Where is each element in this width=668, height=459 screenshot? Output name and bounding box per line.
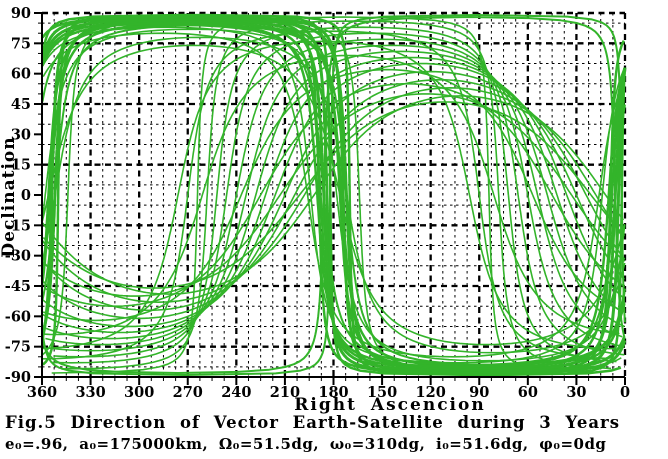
satellite-trace: [546, 194, 625, 328]
y-tick-label: -90: [5, 369, 31, 386]
satellite-trace: [42, 30, 481, 360]
y-tick-label: 30: [11, 126, 31, 143]
x-tick-label: 240: [221, 384, 251, 401]
satellite-trace: [61, 20, 500, 370]
satellite-trace: [565, 194, 624, 298]
satellite-trace: [329, 67, 627, 377]
satellite-trace: [478, 194, 610, 360]
y-tick-label: 90: [11, 5, 31, 22]
satellite-trace: [345, 194, 626, 354]
satellite-trace: [42, 15, 329, 196]
satellite-trace: [358, 194, 622, 372]
satellite-trace: [42, 101, 592, 289]
x-tick-label: 270: [173, 384, 203, 401]
y-tick-label: -30: [5, 248, 31, 265]
y-axis-title: Declination: [0, 136, 19, 258]
y-tick-label: 15: [11, 157, 31, 174]
satellite-trace: [42, 68, 534, 322]
x-tick-label: 180: [318, 384, 348, 401]
satellite-trace: [585, 194, 626, 260]
satellite-trace: [45, 50, 549, 340]
y-tick-label: -60: [5, 308, 31, 325]
satellite-trace: [42, 32, 309, 196]
satellite-trace: [325, 67, 627, 375]
x-tick-label: 0: [620, 384, 630, 401]
satellite-trace: [42, 21, 319, 196]
satellite-trace: [339, 194, 626, 346]
satellite-trace: [604, 194, 625, 221]
satellite-trace: [42, 36, 348, 261]
satellite-trace: [575, 194, 625, 280]
satellite-trace: [493, 194, 620, 335]
satellite-trace: [590, 194, 626, 237]
satellite-trace: [42, 21, 343, 286]
satellite-trace: [527, 194, 625, 348]
satellite-trace: [614, 194, 626, 338]
figure-caption: Fig.5 Direction of Vector Earth-Satellit…: [5, 413, 621, 432]
x-tick-label: 360: [27, 384, 57, 401]
satellite-trace: [51, 26, 510, 364]
y-tick-label: 45: [11, 96, 31, 113]
satellite-trace: [53, 32, 519, 358]
y-tick-label: 75: [11, 35, 31, 52]
satellite-trace: [44, 83, 553, 308]
y-tick-label: -45: [5, 278, 31, 295]
satellite-trace: [531, 194, 623, 312]
satellite-trace: [595, 194, 625, 239]
satellite-trace: [43, 93, 573, 297]
x-tick-label: 210: [270, 384, 300, 401]
satellite-trace: [570, 194, 626, 262]
y-tick-label: -75: [5, 339, 31, 356]
satellite-trace: [42, 44, 341, 222]
satellite-trace: [42, 16, 617, 374]
satellite-trace: [42, 78, 587, 312]
x-tick-label: 330: [75, 384, 105, 401]
satellite-trace: [468, 194, 616, 350]
satellite-trace: [551, 194, 626, 288]
x-tick-label: 30: [566, 384, 586, 401]
satellite-trace: [507, 194, 617, 363]
satellite-trace: [322, 104, 626, 366]
y-tick-label: 60: [11, 66, 31, 83]
x-tick-label: 150: [367, 384, 397, 401]
x-tick-label: 90: [469, 384, 489, 401]
satellite-trace: [43, 54, 495, 336]
x-tick-label: 60: [518, 384, 538, 401]
x-axis-title: Right Ascencion: [294, 395, 486, 415]
y-tick-label: -15: [5, 217, 31, 234]
satellite-trace: [42, 95, 607, 295]
x-tick-label: 120: [416, 384, 446, 401]
x-tick-label: 300: [124, 384, 154, 401]
satellite-trace: [42, 40, 471, 350]
y-tick-label: 0: [21, 187, 31, 204]
satellite-trace: [42, 24, 348, 301]
satellite-trace: [497, 194, 612, 370]
satellite-trace: [517, 194, 625, 356]
orbit-parameters-caption: e₀=.96, a₀=175000km, Ω₀=51.5dg, ω₀=310dg…: [5, 435, 607, 453]
trace-group: [42, 13, 627, 377]
